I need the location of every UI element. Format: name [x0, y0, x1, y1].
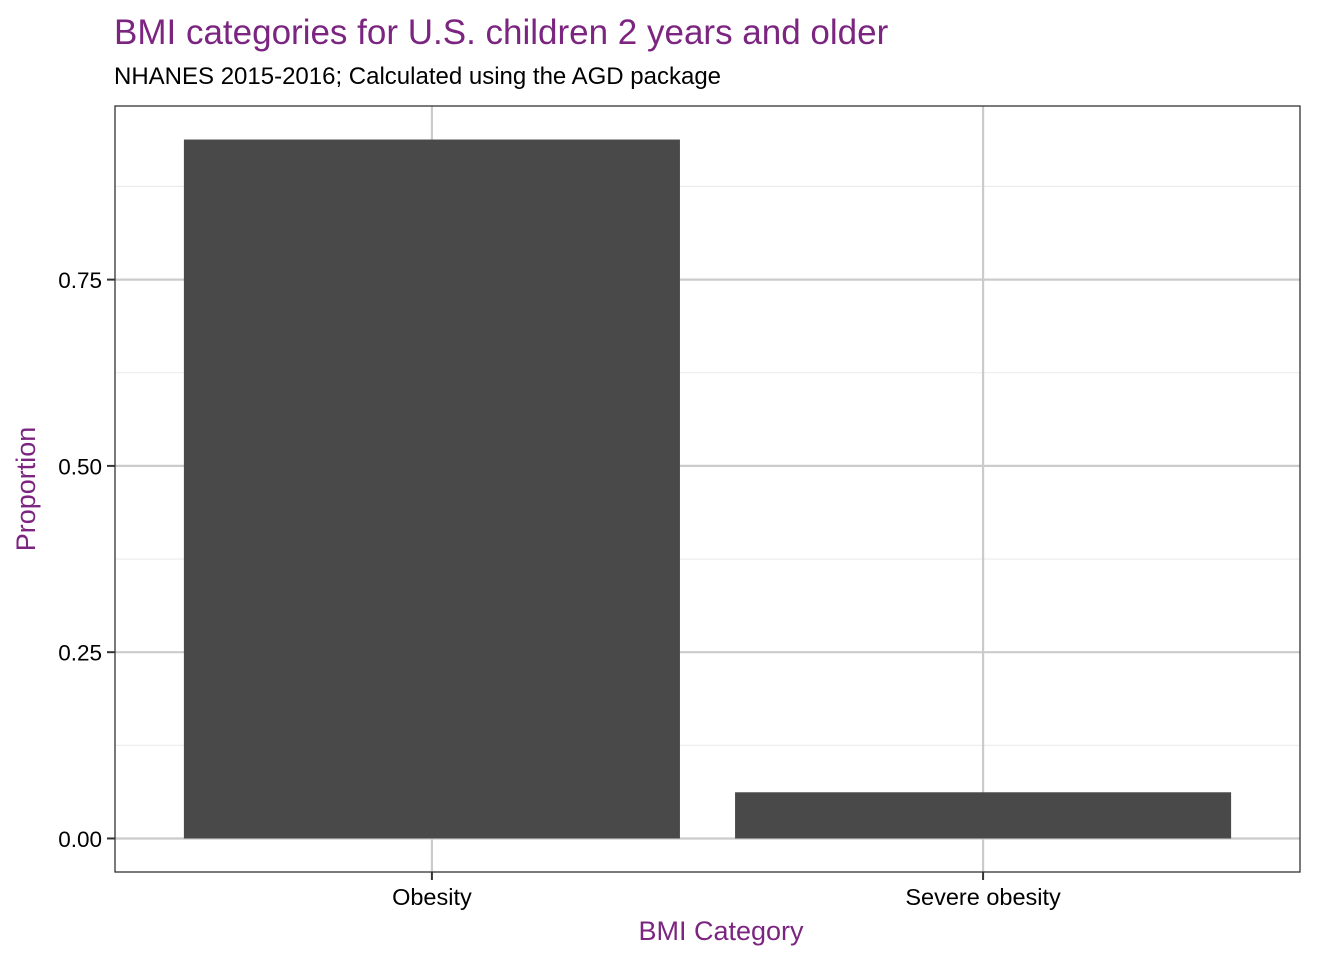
- panel-border: [114, 105, 1301, 873]
- chart-subtitle: NHANES 2015-2016; Calculated using the A…: [114, 63, 722, 90]
- bar-severe-obesity: [735, 792, 1232, 839]
- bar-obesity: [183, 139, 680, 839]
- x-axis: Obesity Severe obesity: [392, 872, 1061, 910]
- bars: [183, 139, 1232, 839]
- y-tick-label: 0.50: [58, 454, 102, 479]
- x-axis-label: BMI Category: [638, 916, 804, 946]
- y-tick-label: 0.75: [58, 268, 102, 293]
- x-tick-label: Severe obesity: [905, 884, 1061, 910]
- y-axis-label: Proportion: [11, 427, 41, 552]
- x-tick-label: Obesity: [392, 884, 472, 910]
- chart-title: BMI categories for U.S. children 2 years…: [114, 13, 889, 52]
- y-tick-label: 0.25: [58, 641, 102, 666]
- y-tick-label: 0.00: [58, 827, 102, 852]
- y-axis: 0.00 0.25 0.50 0.75: [58, 268, 115, 852]
